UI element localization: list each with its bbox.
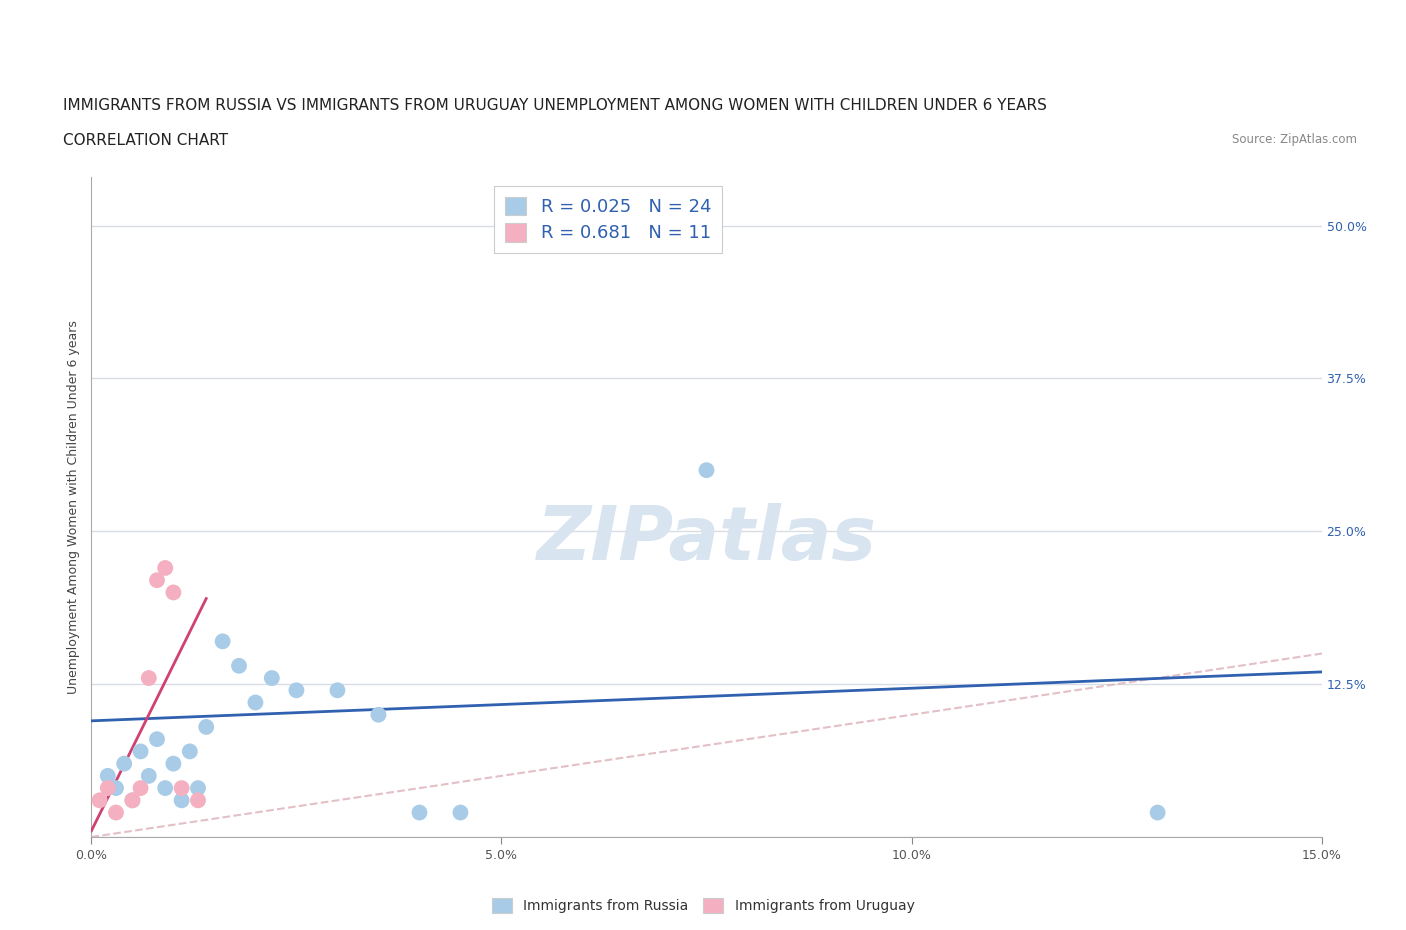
Point xyxy=(228,658,250,673)
Point xyxy=(97,780,120,795)
Point xyxy=(1146,805,1168,820)
Text: ZIPatlas: ZIPatlas xyxy=(537,503,876,577)
Point xyxy=(187,793,209,808)
Point xyxy=(211,634,233,649)
Point xyxy=(162,585,184,600)
Point xyxy=(121,793,143,808)
Point xyxy=(121,793,143,808)
Point xyxy=(89,793,111,808)
Point xyxy=(153,561,177,576)
Point xyxy=(162,756,184,771)
Point xyxy=(367,708,389,723)
Point xyxy=(260,671,283,685)
Point xyxy=(187,780,209,795)
Point xyxy=(146,573,169,588)
Point xyxy=(170,780,193,795)
Point xyxy=(245,695,267,710)
Point xyxy=(129,780,152,795)
Point xyxy=(153,780,177,795)
Point xyxy=(112,756,135,771)
Point xyxy=(170,793,193,808)
Point xyxy=(695,463,717,478)
Legend: R = 0.025   N = 24, R = 0.681   N = 11: R = 0.025 N = 24, R = 0.681 N = 11 xyxy=(494,186,723,253)
Y-axis label: Unemployment Among Women with Children Under 6 years: Unemployment Among Women with Children U… xyxy=(66,320,80,694)
Point xyxy=(449,805,471,820)
Point xyxy=(97,768,120,783)
Point xyxy=(179,744,201,759)
Text: CORRELATION CHART: CORRELATION CHART xyxy=(63,133,228,148)
Point xyxy=(146,732,169,747)
Point xyxy=(195,720,218,735)
Point xyxy=(129,744,152,759)
Point xyxy=(105,780,127,795)
Point xyxy=(138,768,160,783)
Legend: Immigrants from Russia, Immigrants from Uruguay: Immigrants from Russia, Immigrants from … xyxy=(486,892,920,919)
Point xyxy=(408,805,430,820)
Point xyxy=(326,683,349,698)
Point xyxy=(285,683,308,698)
Text: Source: ZipAtlas.com: Source: ZipAtlas.com xyxy=(1232,133,1357,146)
Text: IMMIGRANTS FROM RUSSIA VS IMMIGRANTS FROM URUGUAY UNEMPLOYMENT AMONG WOMEN WITH : IMMIGRANTS FROM RUSSIA VS IMMIGRANTS FRO… xyxy=(63,98,1047,113)
Point xyxy=(138,671,160,685)
Point xyxy=(105,805,127,820)
